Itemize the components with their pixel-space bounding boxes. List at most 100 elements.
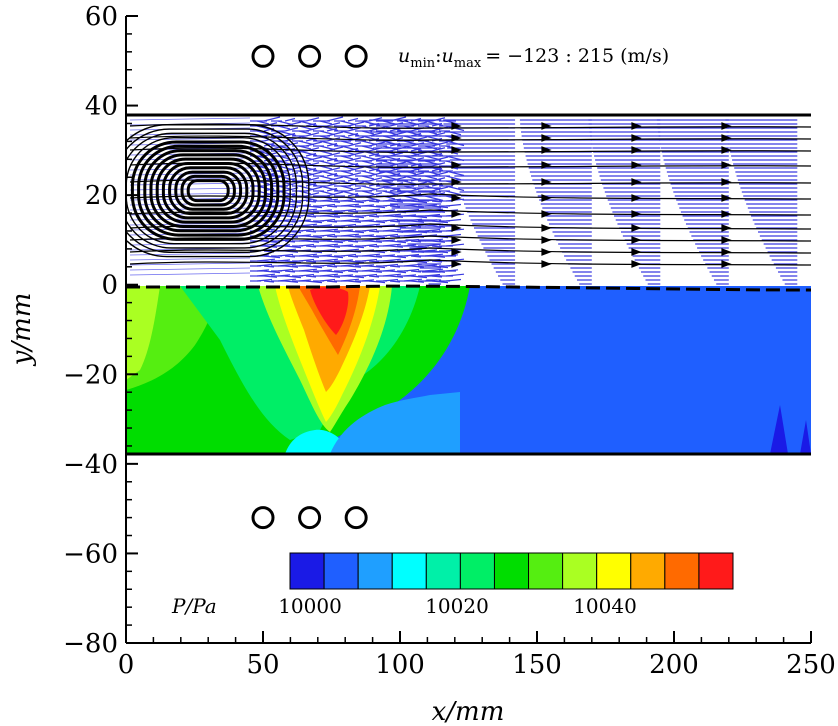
vector-arrow: [368, 255, 383, 258]
vector-arrow: [382, 269, 396, 272]
vector-arrow: [340, 199, 354, 202]
vector-arrow: [298, 258, 315, 262]
vector-arrow: [326, 127, 338, 132]
vector-arrow: [277, 253, 294, 257]
vector-arrow: [340, 130, 360, 137]
vector-arrow: [326, 240, 344, 244]
vector-arrow: [277, 203, 297, 207]
circles-top: [251, 44, 368, 68]
vector-arrow: [305, 245, 317, 248]
vector-arrow: [368, 186, 386, 192]
vector-arrow: [347, 275, 365, 279]
vector-arrow: [389, 131, 407, 137]
x-tick-label: 250: [786, 650, 836, 680]
streamline-arrowhead: [541, 134, 552, 142]
vector-arrow: [445, 190, 462, 196]
vector-arrow: [403, 248, 423, 252]
vector-arrow: [389, 230, 404, 233]
vector-arrow: [326, 265, 338, 268]
vector-arrow: [361, 223, 381, 227]
streamline-arrowhead: [631, 194, 642, 202]
vector-arrow: [305, 230, 317, 233]
vector-arrow: [284, 127, 299, 132]
streamline-arrowhead: [541, 236, 552, 244]
circle-marker: [251, 44, 275, 68]
vector-arrow: [305, 255, 320, 258]
streamline-arrowhead: [451, 194, 462, 202]
vector-arrow: [347, 166, 365, 172]
annot-min: min: [410, 56, 435, 71]
vector-arrow: [284, 255, 296, 258]
streamline-arrowhead: [541, 122, 552, 130]
colorbar-tick-label: 10040: [573, 594, 637, 618]
vector-arrow: [305, 215, 317, 218]
vector-arrow: [368, 235, 386, 239]
y-tick-label: −40: [63, 450, 118, 480]
vector-arrow: [340, 274, 354, 277]
vector-arrow: [305, 156, 323, 162]
vector-arrow: [361, 219, 375, 222]
vector-arrow: [382, 218, 399, 222]
vector-arrow: [340, 170, 354, 175]
streamline-arrowhead: [721, 161, 732, 169]
annot-u2: u: [442, 45, 454, 67]
vector-arrow: [424, 268, 444, 272]
vector-arrow: [424, 180, 444, 187]
x-tick-label: 150: [512, 650, 562, 680]
circle-marker: [298, 44, 322, 68]
vector-arrow: [424, 204, 438, 207]
vector-arrow: [340, 229, 354, 232]
vector-arrow: [284, 132, 296, 137]
vector-arrow: [347, 260, 365, 264]
vector-arrow: [361, 264, 375, 267]
vector-arrow: [368, 162, 383, 167]
vector-arrow: [347, 121, 365, 127]
vector-arrow: [284, 230, 302, 234]
vector-arrow: [305, 200, 317, 203]
y-axis-title: y/mm: [7, 293, 37, 367]
vector-arrow: [403, 244, 417, 247]
vector-arrow: [305, 152, 317, 157]
vector-arrow: [340, 223, 357, 227]
vector-arrow: [129, 272, 251, 276]
vector-arrow: [382, 228, 402, 232]
vector-arrow: [326, 205, 338, 208]
x-tick-label: 100: [375, 650, 425, 680]
vector-arrow: [382, 140, 402, 147]
vector-arrow: [319, 224, 333, 227]
vector-arrow: [129, 262, 251, 266]
vector-arrow: [326, 215, 341, 218]
vortex-loop: [155, 157, 261, 224]
vector-arrow: [340, 160, 360, 167]
vector-arrow: [326, 275, 341, 278]
vector-arrow: [319, 228, 339, 232]
vector-arrow: [298, 234, 312, 237]
vector-arrow: [263, 255, 281, 259]
vector-arrow: [326, 122, 341, 127]
vector-arrow: [319, 218, 336, 222]
vector-arrow: [284, 210, 296, 213]
vector-arrow: [340, 190, 360, 197]
vector-arrow: [326, 176, 344, 182]
vector-arrow: [347, 157, 362, 162]
vector-arrow: [305, 265, 323, 269]
vector-arrow: [410, 220, 425, 223]
colorbar: [289, 552, 734, 590]
vortex-loop: [149, 153, 267, 228]
vector-arrow: [389, 280, 401, 283]
vector-arrow: [340, 278, 360, 282]
y-tick-label: 20: [85, 181, 118, 211]
vector-arrow: [326, 200, 341, 203]
vector-arrow: [347, 187, 362, 192]
vector-arrow: [368, 280, 386, 284]
vortex-loop: [126, 132, 298, 249]
vector-arrow: [368, 260, 380, 263]
vector-arrow: [410, 200, 428, 204]
vector-arrow: [431, 205, 449, 209]
vector-arrow: [403, 160, 423, 167]
streamline-arrowhead: [721, 236, 732, 244]
vector-arrow: [361, 258, 378, 262]
vector-arrow: [445, 233, 462, 237]
streamline-arrowhead: [721, 210, 732, 218]
vortex-loop: [126, 128, 304, 253]
